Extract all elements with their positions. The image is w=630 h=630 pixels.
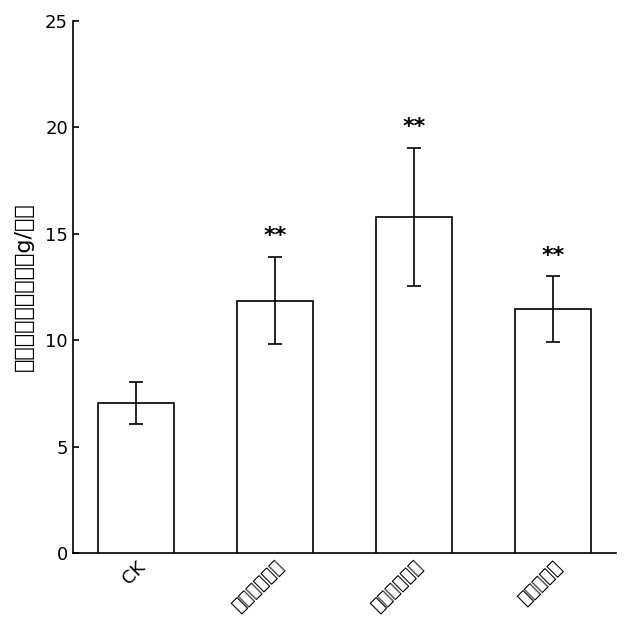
Y-axis label: 植物地上部生物量（g/株）: 植物地上部生物量（g/株） <box>14 202 34 371</box>
Bar <box>98 403 174 553</box>
Text: **: ** <box>403 117 426 137</box>
Bar <box>375 217 452 553</box>
Text: **: ** <box>263 226 287 246</box>
Text: **: ** <box>542 246 564 266</box>
Bar <box>515 309 592 553</box>
Bar <box>237 301 313 553</box>
